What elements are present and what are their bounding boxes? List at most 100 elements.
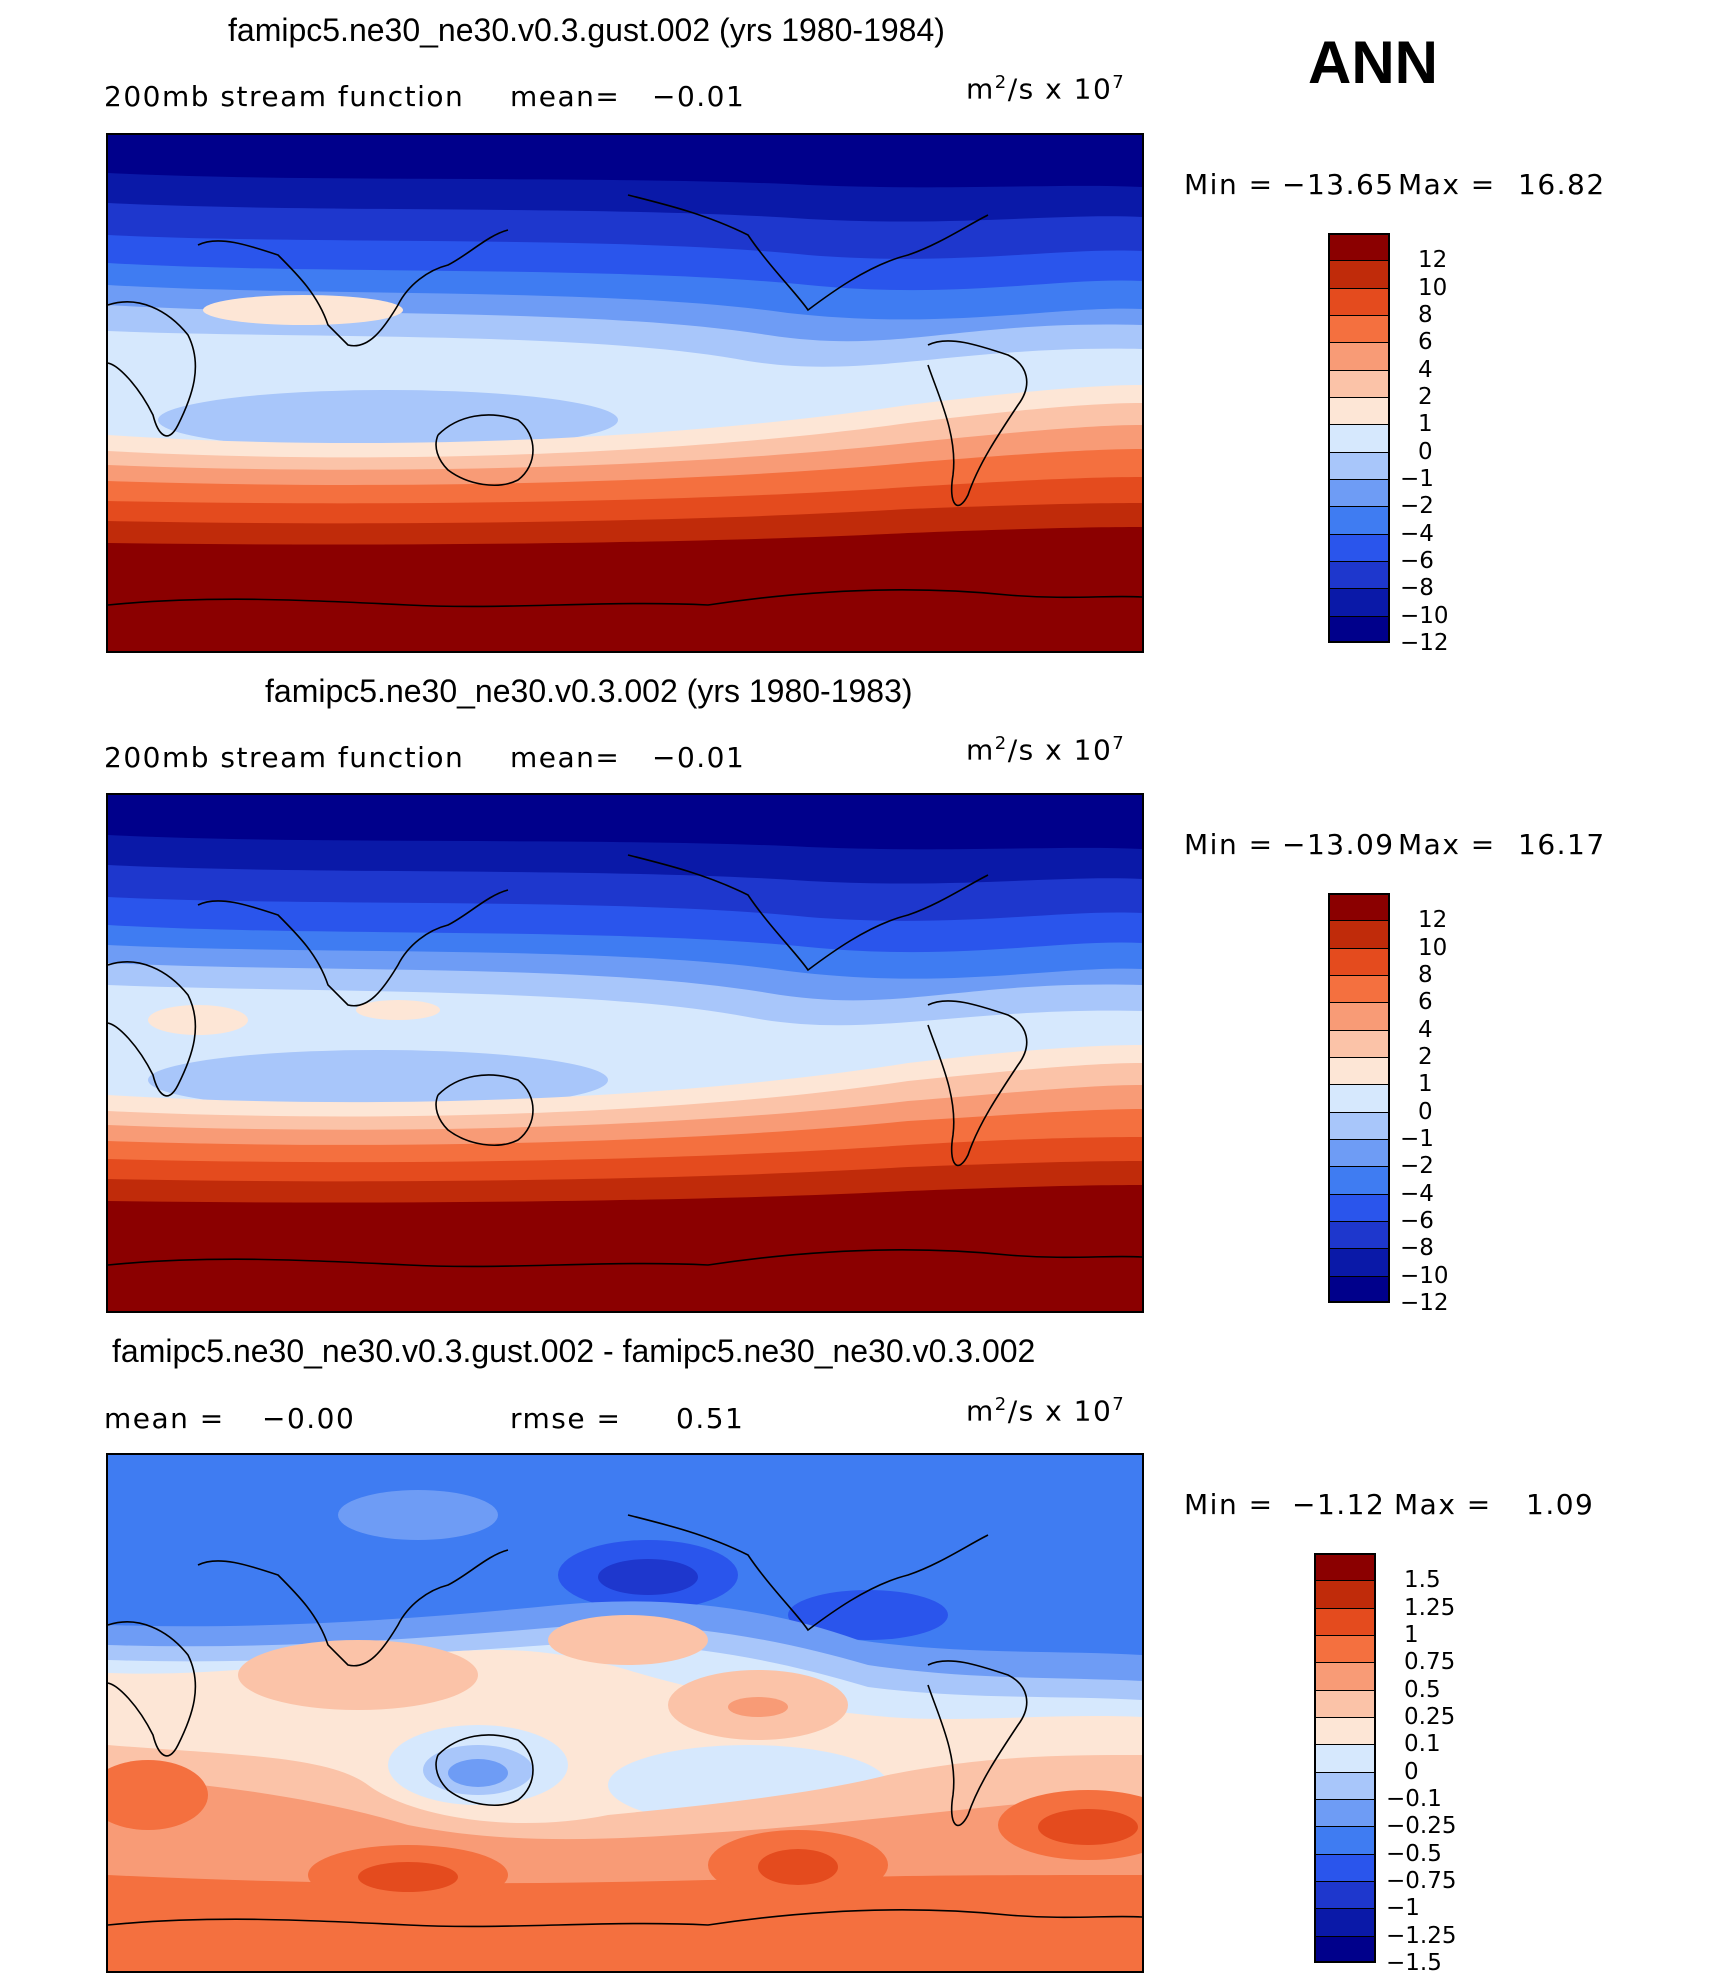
coast-antarctica (108, 589, 1142, 608)
units-mid: /s x 10 (1007, 733, 1113, 767)
band-n12 (108, 527, 1142, 651)
panel1-map (106, 133, 1144, 653)
colorbar-tick-label: 1 (1404, 1622, 1419, 1648)
colorbar-cell (1314, 1689, 1376, 1717)
panel1-max-value: 16.82 (1518, 168, 1606, 201)
colorbar-cell (1328, 287, 1390, 315)
colorbar-cell (1328, 1275, 1390, 1303)
colorbar-cell (1314, 1935, 1376, 1963)
panel2-min-value: −13.09 (1282, 828, 1395, 861)
colorbar-tick-label: 0 (1404, 1758, 1419, 1785)
units-sup: 2 (994, 72, 1008, 93)
colorbar-cell (1314, 1881, 1376, 1909)
panel2-mean-value: −0.01 (652, 741, 746, 774)
colorbar-cell (1328, 615, 1390, 643)
band-075 (108, 1875, 1142, 1971)
units-exp: 7 (1112, 733, 1126, 754)
colorbar-tick-label: −0.5 (1386, 1840, 1442, 1867)
panel3-max-label: Max = (1394, 1488, 1492, 1521)
colorbar-tick-label: −4 (1400, 520, 1434, 547)
colorbar-tick-label: −10 (1400, 1262, 1449, 1289)
colorbar-cell (1314, 1717, 1376, 1745)
coast-antarctica (108, 1249, 1142, 1268)
colorbar-cell (1328, 561, 1390, 589)
units-base: m (966, 1394, 995, 1428)
colorbar-tick-label: 6 (1418, 989, 1433, 1016)
colorbar-cell (1314, 1826, 1376, 1854)
coastlines (108, 1514, 1142, 1928)
units-base: m (966, 733, 995, 767)
colorbar-tick-label: 0.5 (1404, 1676, 1441, 1703)
colorbar-cell (1328, 342, 1390, 370)
colorbar-cell (1314, 1908, 1376, 1936)
colorbar-tick-label: 10 (1418, 934, 1448, 961)
units-exp: 7 (1112, 72, 1126, 93)
colorbar-cell (1328, 975, 1390, 1003)
colorbar-cell (1328, 1002, 1390, 1030)
panel1-title: famipc5.ne30_ne30.v0.3.gust.002 (yrs 198… (228, 12, 945, 48)
colorbar-tick-label: 1.25 (1404, 1594, 1456, 1621)
colorbar-cell (1328, 920, 1390, 948)
panel3-units: m2/s x 107 (966, 1394, 1125, 1427)
pos-cell-south-indian-core (358, 1862, 458, 1892)
pos-cell-pacific (548, 1615, 708, 1665)
coast-north-america (627, 854, 989, 972)
units-sup: 2 (994, 733, 1008, 754)
panel1-min-value: −13.65 (1282, 168, 1395, 201)
colorbar-cell (1328, 424, 1390, 452)
panel3-rmse-value: 0.51 (676, 1402, 745, 1435)
panel1-left-label: 200mb stream function (104, 80, 465, 113)
neg-anomaly (148, 1050, 608, 1110)
panel2-max-value: 16.17 (1518, 828, 1606, 861)
colorbar-tick-label: −0.75 (1386, 1868, 1457, 1894)
colorbar-cell (1328, 1111, 1390, 1139)
colorbar-tick-label: 2 (1418, 1044, 1433, 1070)
panel1-max-label: Max = (1398, 168, 1496, 201)
colorbar-tick-label: −10 (1400, 602, 1449, 629)
colorbar-cell (1314, 1853, 1376, 1881)
colorbar-cell (1314, 1553, 1376, 1581)
colorbar-cell (1328, 369, 1390, 397)
colorbar-tick-label: −2 (1400, 1153, 1434, 1180)
colorbar-cell (1328, 1193, 1390, 1221)
colorbar-tick-label: −1.5 (1386, 1950, 1442, 1976)
coastlines (108, 854, 1142, 1268)
colorbar-cell (1328, 588, 1390, 616)
colorbar-tick-label: −1 (1400, 466, 1434, 492)
colorbar-tick-label: 8 (1418, 302, 1433, 328)
colorbar-tick-label: −1.25 (1386, 1922, 1457, 1949)
coast-south-america (927, 340, 1028, 507)
panel1-units: m2/s x 107 (966, 72, 1125, 105)
panel1-mean-label: mean= (510, 80, 621, 113)
coast-africa (108, 301, 197, 437)
panel3-mean-label: mean = (104, 1402, 225, 1435)
colorbar-tick-label: 12 (1418, 247, 1448, 274)
colorbar-cell (1328, 451, 1390, 479)
colorbar-tick-label: 8 (1418, 962, 1433, 988)
panel3-map (106, 1453, 1144, 1973)
units-base: m (966, 72, 995, 106)
colorbar-tick-label: −8 (1400, 1235, 1434, 1262)
weak-neg-cell (338, 1490, 498, 1540)
colorbar-cell (1328, 1029, 1390, 1057)
coastlines (108, 194, 1142, 608)
colorbar-cell (1314, 1635, 1376, 1663)
coast-antarctica (108, 1909, 1142, 1928)
colorbar-cell (1328, 315, 1390, 343)
coast-asia (197, 1549, 509, 1667)
colorbar-tick-label: −1 (1386, 1895, 1420, 1922)
colorbar-tick-label: −12 (1400, 1290, 1449, 1316)
pos-anomaly-a (148, 1005, 248, 1035)
colorbar-tick-label: 1 (1418, 411, 1433, 438)
pos-cell-atlantic (108, 1760, 208, 1830)
panel3-rmse-label: rmse = (510, 1402, 622, 1435)
panel1-colorbar (1328, 233, 1390, 643)
neg-cell-pacific-core (598, 1559, 698, 1595)
colorbar-cell (1314, 1580, 1376, 1608)
panel3-title: famipc5.ne30_ne30.v0.3.gust.002 - famipc… (112, 1333, 1036, 1369)
coast-north-america (627, 194, 989, 312)
panel3-min-value: −1.12 (1292, 1488, 1386, 1521)
colorbar-cell (1328, 1166, 1390, 1194)
colorbar-cell (1328, 260, 1390, 288)
panel2-max-label: Max = (1398, 828, 1496, 861)
